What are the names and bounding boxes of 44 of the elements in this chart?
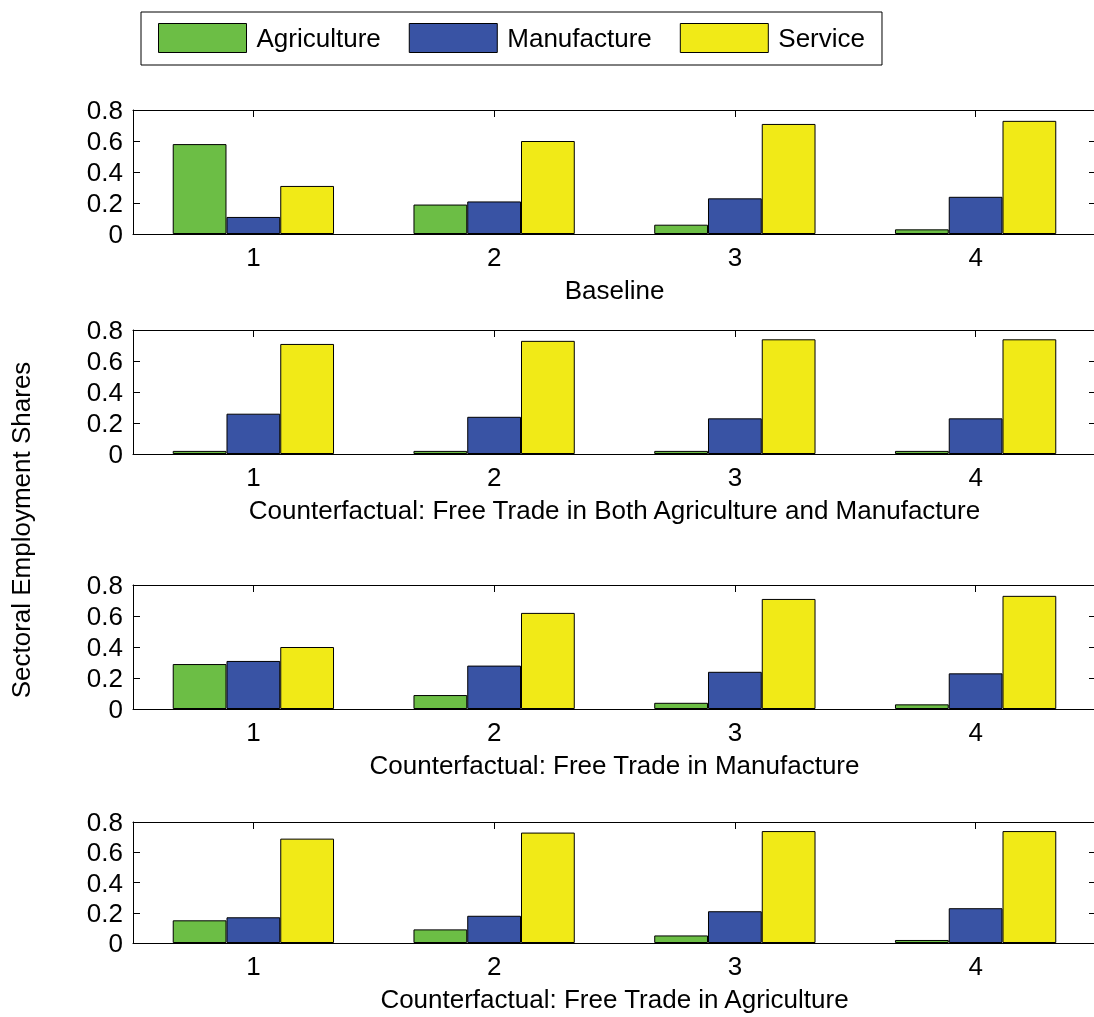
y-tick-label: 0.8 — [86, 570, 123, 600]
y-tick-label: 0.2 — [86, 408, 123, 438]
x-tick-label: 2 — [486, 951, 502, 981]
x-tick-label: 3 — [727, 242, 743, 272]
y-tick-label: 0.4 — [86, 632, 123, 662]
y-tick-label: 0.2 — [86, 897, 123, 928]
y-tick-label: 0.4 — [86, 377, 123, 407]
x-tick-label: 3 — [727, 462, 743, 492]
y-tick-label: 0.2 — [86, 188, 123, 218]
x-tick-label: 2 — [486, 717, 502, 747]
x-tick-label: 4 — [968, 462, 983, 492]
x-axis-title: Counterfactual: Free Trade in Agriculture — [380, 984, 849, 1014]
x-tick-label: 1 — [246, 462, 261, 492]
y-tick-label: 0.6 — [86, 346, 123, 376]
y-tick-label: 0.6 — [86, 837, 123, 868]
y-tick-label: 0 — [108, 219, 123, 249]
x-tick-label: 1 — [246, 242, 261, 272]
y-tick-label: 0.4 — [86, 867, 123, 898]
y-tick-label: 0.6 — [86, 601, 123, 631]
x-tick-label: 2 — [486, 462, 502, 492]
x-axis-title: Counterfactual: Free Trade in Both Agriculture and Manufacture — [248, 495, 981, 525]
x-tick-label: 2 — [486, 242, 502, 272]
y-tick-label: 0 — [108, 439, 123, 469]
y-tick-label: 0.4 — [86, 157, 123, 187]
x-tick-label: 3 — [727, 951, 743, 981]
x-tick-label: 1 — [246, 717, 261, 747]
x-tick-label: 4 — [968, 951, 983, 981]
x-tick-label: 3 — [727, 717, 743, 747]
y-tick-label: 0 — [108, 928, 123, 958]
y-tick-label: 0.2 — [86, 663, 123, 693]
x-tick-label: 4 — [968, 717, 983, 747]
y-tick-label: 0 — [108, 694, 123, 724]
legend-label: Service — [778, 23, 865, 53]
y-tick-label: 0.8 — [86, 807, 123, 837]
x-tick-label: 1 — [246, 951, 261, 981]
legend-label: Manufacture — [507, 23, 652, 53]
y-tick-label: 0.8 — [86, 95, 123, 125]
y-axis-title: Sectoral Employment Shares — [6, 361, 37, 699]
x-tick-label: 4 — [968, 242, 983, 272]
y-tick-label: 0.8 — [86, 315, 123, 345]
legend-label: Agriculture — [256, 23, 381, 53]
x-axis-title: Counterfactual: Free Trade in Manufacture — [369, 750, 860, 780]
x-axis-title: Baseline — [564, 275, 665, 305]
y-tick-label: 0.6 — [86, 126, 123, 156]
